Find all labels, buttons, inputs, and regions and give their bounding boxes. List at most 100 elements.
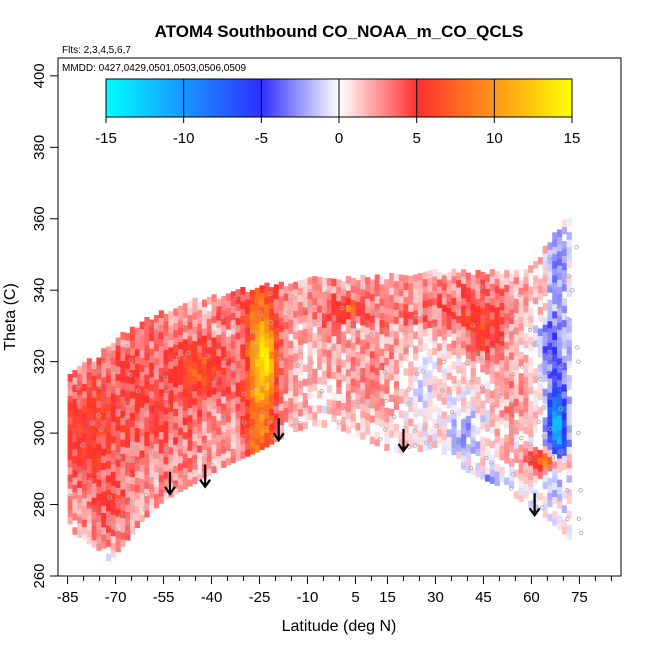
heatmap-cell bbox=[494, 442, 500, 451]
heatmap-cell bbox=[96, 514, 102, 523]
sample-point bbox=[550, 455, 556, 460]
heatmap-cell bbox=[417, 394, 424, 403]
heatmap-cell bbox=[451, 411, 457, 420]
heatmap-cell bbox=[547, 435, 553, 443]
heatmap-cell bbox=[509, 473, 515, 482]
heatmap-cell bbox=[72, 484, 78, 492]
heatmap-cell bbox=[192, 354, 198, 363]
heatmap-cell bbox=[144, 495, 150, 504]
heatmap-cell bbox=[485, 345, 491, 354]
heatmap-cell bbox=[422, 400, 428, 408]
heatmap-cell bbox=[134, 327, 140, 336]
heatmap-cell bbox=[393, 359, 400, 368]
heatmap-cell bbox=[533, 296, 539, 305]
heatmap-cell bbox=[269, 394, 275, 402]
sample-point bbox=[527, 456, 532, 461]
heatmap-cell bbox=[369, 336, 376, 345]
heatmap-cell bbox=[110, 464, 116, 472]
heatmap-cell bbox=[129, 340, 136, 349]
heatmap-cell bbox=[168, 382, 174, 391]
sample-point bbox=[576, 516, 582, 522]
heatmap-cell bbox=[201, 456, 208, 465]
heatmap-cell bbox=[451, 326, 457, 334]
heatmap-cell bbox=[91, 461, 97, 470]
heatmap-cell bbox=[144, 424, 150, 432]
heatmap-cell bbox=[422, 278, 428, 287]
heatmap-cell bbox=[144, 488, 150, 497]
heatmap-cell bbox=[216, 334, 222, 342]
heatmap-cell bbox=[552, 339, 558, 348]
heatmap-cell bbox=[480, 386, 486, 394]
heatmap-cell bbox=[537, 292, 544, 301]
sample-point bbox=[540, 505, 545, 510]
heatmap-cell bbox=[264, 346, 270, 355]
heatmap-cell bbox=[278, 424, 284, 433]
heatmap-cell bbox=[77, 416, 83, 424]
heatmap-cell bbox=[168, 361, 174, 369]
heatmap-cell bbox=[105, 389, 112, 397]
heatmap-cell bbox=[125, 368, 131, 377]
heatmap-cell bbox=[110, 442, 116, 451]
heatmap-cell bbox=[494, 271, 500, 279]
heatmap-cell bbox=[211, 394, 217, 402]
heatmap-cell bbox=[513, 326, 520, 335]
heatmap-cell bbox=[259, 392, 265, 401]
heatmap-cell bbox=[283, 336, 289, 344]
heatmap-cell bbox=[542, 245, 548, 254]
heatmap-cell bbox=[456, 444, 462, 452]
heatmap-cell bbox=[249, 375, 256, 384]
heatmap-cell bbox=[81, 469, 88, 477]
heatmap-cell bbox=[67, 452, 73, 461]
heatmap-cell bbox=[413, 424, 419, 432]
heatmap-cell bbox=[523, 269, 529, 277]
heatmap-cell bbox=[413, 345, 419, 354]
sample-point bbox=[424, 440, 429, 446]
heatmap-cell bbox=[259, 313, 265, 322]
heatmap-cell bbox=[504, 398, 510, 407]
heatmap-cell bbox=[278, 381, 284, 390]
heatmap-cell bbox=[206, 404, 212, 412]
heatmap-cell bbox=[566, 475, 572, 483]
heatmap-cell bbox=[259, 435, 265, 443]
heatmap-cell bbox=[230, 377, 236, 385]
sample-point bbox=[349, 367, 355, 372]
heatmap-cell bbox=[139, 357, 145, 365]
heatmap-cell bbox=[134, 441, 140, 450]
heatmap-cell bbox=[456, 322, 462, 331]
heatmap-cell bbox=[125, 425, 131, 434]
heatmap-cell bbox=[110, 535, 116, 544]
heatmap-cell bbox=[259, 385, 265, 393]
heatmap-cell bbox=[413, 317, 419, 325]
heatmap-cell bbox=[125, 497, 131, 505]
heatmap-cell bbox=[110, 478, 116, 487]
heatmap-cell bbox=[225, 407, 232, 416]
colorbar-tick-label: 5 bbox=[412, 130, 420, 147]
heatmap-cell bbox=[264, 289, 270, 298]
heatmap-cell bbox=[120, 374, 126, 383]
heatmap-cell bbox=[321, 405, 328, 414]
heatmap-cell bbox=[168, 325, 174, 334]
heatmap-cell bbox=[206, 411, 212, 419]
heatmap-cell bbox=[504, 441, 510, 450]
heatmap-cell bbox=[317, 341, 323, 349]
heatmap-cell bbox=[173, 487, 179, 495]
heatmap-cell bbox=[197, 402, 203, 410]
heatmap-cell bbox=[273, 413, 280, 421]
heatmap-cell bbox=[197, 316, 203, 325]
heatmap-cell bbox=[225, 343, 232, 351]
heatmap-cell bbox=[432, 390, 438, 398]
heatmap-cell bbox=[441, 311, 448, 319]
heatmap-cell bbox=[475, 355, 481, 364]
sample-point bbox=[548, 426, 553, 432]
heatmap-cell bbox=[153, 472, 160, 480]
heatmap-cell bbox=[561, 419, 568, 428]
heatmap-cell bbox=[441, 289, 448, 298]
heatmap-cell bbox=[465, 358, 472, 366]
heatmap-cell bbox=[398, 360, 404, 368]
heatmap-cell bbox=[264, 389, 270, 398]
heatmap-cell bbox=[153, 486, 160, 494]
heatmap-cell bbox=[393, 302, 400, 310]
heatmap-cell bbox=[523, 355, 529, 363]
heatmap-cell bbox=[86, 415, 92, 423]
heatmap-cell bbox=[432, 383, 438, 391]
